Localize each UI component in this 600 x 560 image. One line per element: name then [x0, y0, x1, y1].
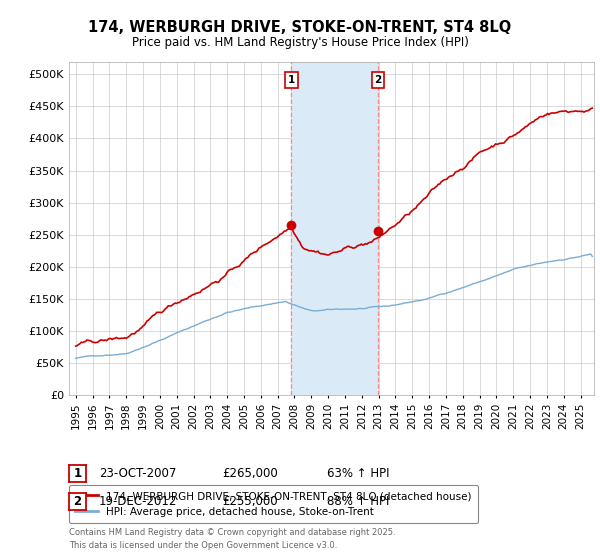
Text: 1: 1	[73, 467, 82, 480]
Text: 19-DEC-2012: 19-DEC-2012	[99, 494, 178, 508]
Bar	[291, 62, 378, 395]
Legend: 174, WERBURGH DRIVE, STOKE-ON-TRENT, ST4 8LQ (detached house), HPI: Average pric: 174, WERBURGH DRIVE, STOKE-ON-TRENT, ST4…	[69, 485, 478, 523]
Text: 2: 2	[374, 75, 382, 85]
Text: Contains HM Land Registry data © Crown copyright and database right 2025.
This d: Contains HM Land Registry data © Crown c…	[69, 529, 395, 550]
Text: Price paid vs. HM Land Registry's House Price Index (HPI): Price paid vs. HM Land Registry's House …	[131, 36, 469, 49]
Text: 63% ↑ HPI: 63% ↑ HPI	[327, 466, 389, 480]
Text: 23-OCT-2007: 23-OCT-2007	[99, 466, 176, 480]
Text: £255,000: £255,000	[222, 494, 278, 508]
Text: 1: 1	[287, 75, 295, 85]
Text: £265,000: £265,000	[222, 466, 278, 480]
Text: 174, WERBURGH DRIVE, STOKE-ON-TRENT, ST4 8LQ: 174, WERBURGH DRIVE, STOKE-ON-TRENT, ST4…	[88, 20, 512, 35]
Text: 88% ↑ HPI: 88% ↑ HPI	[327, 494, 389, 508]
Text: 2: 2	[73, 495, 82, 508]
